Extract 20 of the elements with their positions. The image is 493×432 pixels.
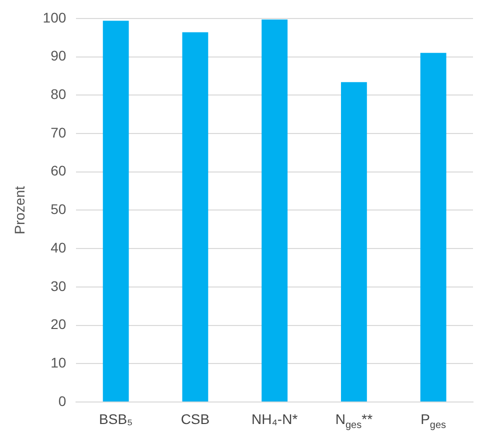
y-tick-label: 70: [50, 124, 66, 140]
y-tick-label: 30: [50, 278, 66, 294]
x-tick-label: NH₄-N*: [252, 411, 298, 427]
y-tick-label: 80: [50, 86, 66, 102]
bar: [102, 20, 129, 402]
bar: [182, 32, 208, 402]
y-axis-title: Prozent: [11, 186, 28, 234]
y-tick-label: 10: [50, 354, 66, 370]
y-tick-label: 0: [58, 392, 66, 409]
y-tick-label: 20: [50, 316, 66, 332]
bar: [340, 82, 367, 402]
bar: [262, 20, 288, 402]
y-tick-label: 40: [50, 239, 66, 256]
bar: [420, 52, 446, 402]
y-tick-label: 100: [42, 9, 66, 26]
y-tick-label: 50: [50, 201, 66, 218]
y-tick-label: 90: [50, 48, 66, 64]
x-tick-label: BSB₅: [99, 411, 133, 427]
x-tick-label: CSB: [180, 411, 210, 427]
y-tick-label: 60: [50, 162, 66, 179]
